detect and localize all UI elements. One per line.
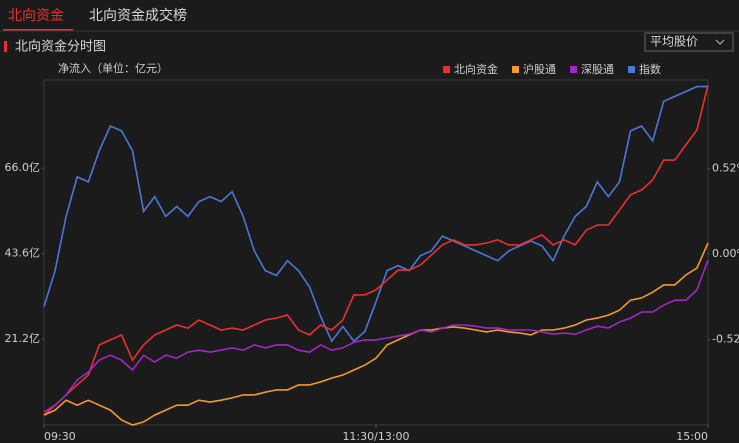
plot-frame — [43, 79, 709, 426]
legend-label: 沪股通 — [523, 62, 556, 76]
series-line — [43, 84, 709, 416]
legend: 北向资金 沪股通 深股通 指数 — [443, 62, 661, 76]
tab-indicator — [3, 29, 73, 31]
x-tick-label: 11:30/13:00 — [342, 430, 409, 443]
tab[interactable]: 北向资金 — [8, 8, 64, 24]
legend-label: 指数 — [639, 62, 661, 76]
legend-swatch — [628, 66, 635, 73]
title-marker — [4, 41, 7, 52]
panel-title: 北向资金分时图 — [15, 39, 106, 55]
y-tick-label: 66.0亿 — [5, 161, 41, 174]
legend-label: 北向资金 — [454, 62, 498, 76]
legend-swatch — [570, 66, 577, 73]
series-line — [43, 242, 709, 426]
y2-tick-label: -0.52% — [712, 333, 739, 346]
dropdown-label[interactable]: 平均股价 — [650, 35, 698, 49]
y-tick-label: 43.6亿 — [5, 247, 41, 260]
legend-label: 深股通 — [581, 63, 614, 76]
legend-swatch — [512, 66, 519, 73]
dropdown-box[interactable] — [644, 32, 734, 52]
chevron — [715, 39, 725, 45]
x-tick-label: 15:00 — [676, 430, 708, 443]
x-tick-label: 09:30 — [44, 430, 76, 443]
tab[interactable]: 北向资金成交榜 — [89, 7, 187, 24]
series-line — [43, 85, 708, 343]
y2-tick-label: 0.00% — [712, 247, 739, 260]
y-axis-label: 净流入（单位：亿元） — [58, 61, 168, 75]
y2-tick-label: 0.52% — [712, 162, 739, 175]
series-line — [43, 259, 709, 413]
y-tick-label: 21.2亿 — [5, 332, 41, 345]
legend-swatch — [443, 66, 450, 73]
dropdown[interactable]: 平均股价 — [644, 32, 734, 52]
